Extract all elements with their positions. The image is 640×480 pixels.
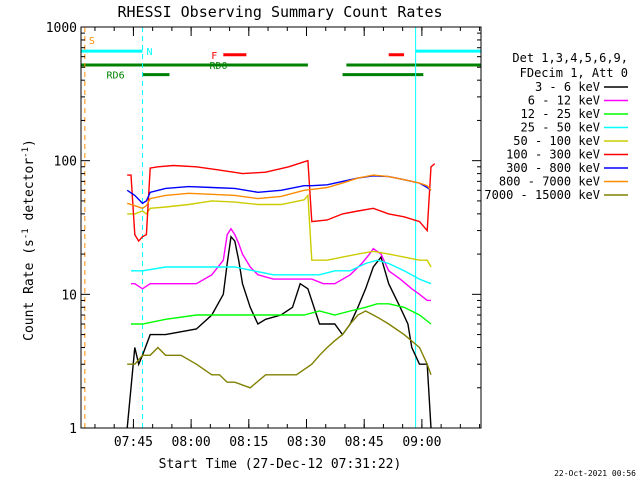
legend-header-line1: Det 1,3,4,5,6,9, xyxy=(512,51,628,65)
y-axis-label-sup1: -1 xyxy=(21,228,31,239)
x-tick-label-0: 07:45 xyxy=(114,435,153,450)
series-line-1 xyxy=(131,227,431,302)
legend-label-8: 7000 - 15000 keV xyxy=(484,188,600,202)
plot-area xyxy=(81,27,481,428)
legend-label-6: 300 - 800 keV xyxy=(506,161,600,175)
x-tick-label-5: 09:00 xyxy=(402,435,441,450)
legend-label-4: 50 - 100 keV xyxy=(513,134,600,148)
x-tick-label-2: 08:15 xyxy=(229,435,268,450)
y-axis-label-part2: detector xyxy=(22,158,37,229)
flag-label-rd0: RD0 xyxy=(209,61,227,72)
x-tick-label-1: 08:00 xyxy=(172,435,211,450)
chart-title: RHESSI Observing Summary Count Rates xyxy=(117,3,442,21)
series-line-3 xyxy=(131,259,432,285)
y-tick-label-1: 10 xyxy=(61,288,77,303)
legend-header-line2: FDecim 1, Att 0 xyxy=(520,66,628,80)
legend-label-3: 25 - 50 keV xyxy=(521,121,600,135)
y-axis-label-part3: ) xyxy=(22,139,37,147)
flag-label-rd6: RD6 xyxy=(107,71,125,82)
x-axis-label: Start Time (27-Dec-12 07:31:22) xyxy=(159,457,402,472)
series-line-4 xyxy=(127,193,432,268)
flag-label-n: N xyxy=(147,47,153,58)
x-tick-label-4: 08:45 xyxy=(345,435,384,450)
plot-frame xyxy=(80,26,482,429)
legend-label-1: 6 - 12 keV xyxy=(528,94,600,108)
y-tick-label-2: 100 xyxy=(54,155,77,170)
y-tick-label-0: 1 xyxy=(69,422,77,437)
legend-label-7: 800 - 7000 keV xyxy=(499,175,600,189)
series-lines xyxy=(126,159,436,429)
y-axis-label-part1: Count Rate (s xyxy=(22,239,37,341)
series-line-2 xyxy=(131,303,432,325)
y-axis-label-sup2: -1 xyxy=(21,147,31,158)
legend-label-5: 100 - 300 keV xyxy=(506,148,600,162)
y-axis-label: Count Rate (s-1 detector-1) xyxy=(21,139,37,341)
series-line-5 xyxy=(127,159,436,243)
series-line-8 xyxy=(127,310,432,389)
legend-label-0: 3 - 6 keV xyxy=(535,80,600,94)
axes: 1 10 100 1000 07:45 08:00 08:15 08:30 08:45 09:00 xyxy=(46,21,482,450)
footer-date: 22-Oct-2021 00:56 xyxy=(554,469,636,478)
flag-label-s: S xyxy=(89,36,95,47)
legend-label-2: 12 - 25 keV xyxy=(521,107,600,121)
flag-label-f: F xyxy=(211,51,217,62)
y-tick-label-3: 1000 xyxy=(46,21,77,36)
legend: Det 1,3,4,5,6,9, FDecim 1, Att 0 3 - 6 k… xyxy=(484,51,628,202)
x-tick-label-3: 08:30 xyxy=(287,435,326,450)
plot-background xyxy=(81,27,481,428)
series-line-7 xyxy=(126,174,432,210)
